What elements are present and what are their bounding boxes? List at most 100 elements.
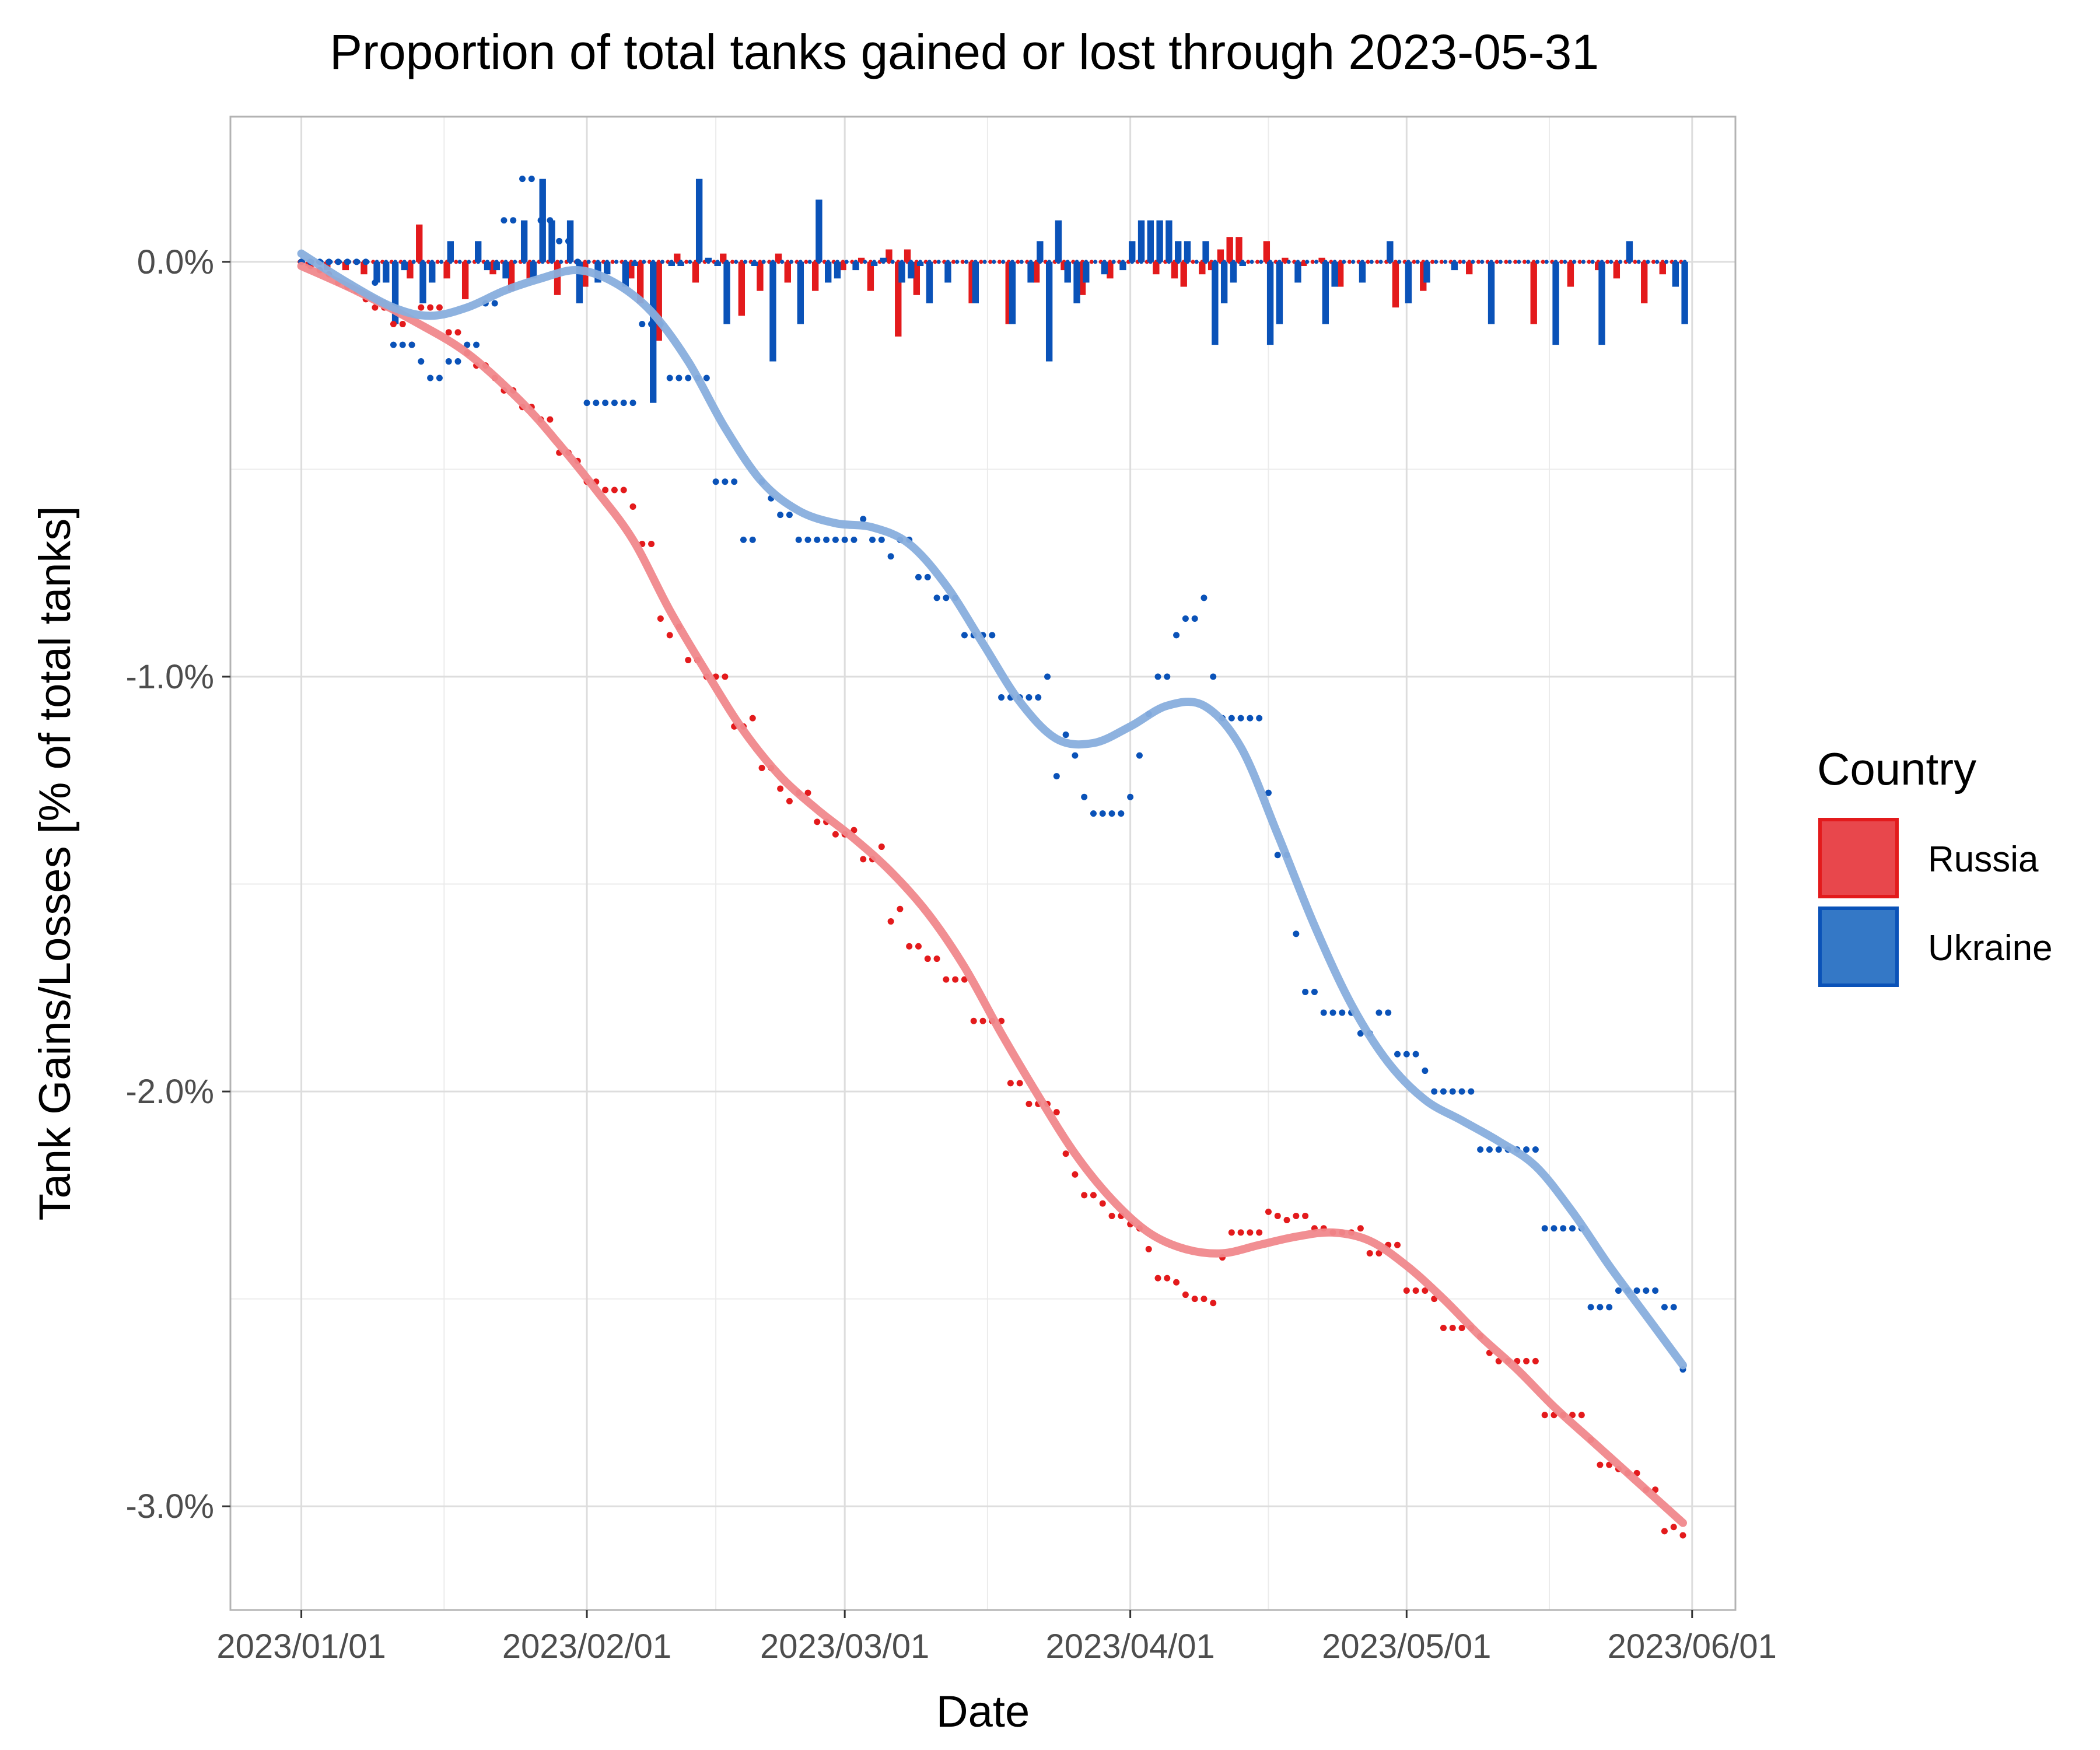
point-russia	[629, 503, 636, 510]
zero-point-ukraine	[1028, 260, 1033, 264]
zero-point-russia	[979, 260, 984, 264]
point-ukraine	[436, 374, 443, 382]
point-ukraine	[372, 279, 379, 286]
plot-panel	[229, 116, 1737, 1611]
point-russia	[970, 1017, 977, 1024]
point-russia	[1422, 1287, 1429, 1294]
x-tick-label: 2023/03/01	[760, 1628, 929, 1665]
x-axis-label: Date	[936, 1687, 1030, 1737]
zero-point-russia	[1504, 260, 1508, 264]
zero-point-ukraine	[632, 260, 637, 264]
zero-point-russia	[841, 260, 845, 264]
point-ukraine	[1090, 810, 1097, 817]
point-russia	[685, 657, 692, 664]
zero-point-russia	[1439, 260, 1444, 264]
bar-russia	[1199, 261, 1206, 275]
bar-russia	[554, 261, 561, 295]
point-ukraine	[1560, 1225, 1567, 1232]
zero-point-russia	[804, 260, 808, 264]
zero-point-russia	[1255, 260, 1260, 264]
point-ukraine	[528, 176, 535, 183]
bar-russia	[1595, 261, 1602, 271]
bar-ukraine	[1626, 241, 1633, 262]
bar-ukraine	[695, 178, 703, 262]
zero-point-russia	[933, 260, 937, 264]
smooth-line-russia	[297, 262, 1687, 1527]
point-ukraine	[1394, 1051, 1401, 1058]
point-ukraine	[620, 400, 627, 407]
zero-point-ukraine	[1461, 260, 1466, 264]
point-ukraine	[326, 258, 332, 265]
bar-russia	[1567, 261, 1574, 287]
zero-point-ukraine	[1332, 260, 1337, 264]
point-russia	[1376, 1250, 1382, 1256]
bar-ukraine	[1405, 261, 1412, 303]
bar-russia	[526, 261, 533, 279]
bar-ukraine	[1175, 241, 1182, 262]
zero-point-ukraine	[1664, 260, 1669, 264]
zero-point-ukraine	[1240, 260, 1245, 264]
bar-russia	[1420, 261, 1427, 291]
point-ukraine	[583, 400, 590, 407]
x-tick-label: 2023/01/01	[216, 1628, 386, 1665]
point-ukraine	[1274, 852, 1281, 859]
zero-point-ukraine	[467, 260, 471, 264]
point-russia	[1210, 1300, 1217, 1307]
bar-russia	[489, 261, 496, 275]
bar-russia	[775, 253, 782, 262]
bar-ukraine	[1598, 261, 1605, 345]
point-ukraine	[1200, 594, 1208, 601]
bar-ukraine	[419, 261, 426, 303]
bar-russia	[720, 253, 727, 262]
zero-point-ukraine	[1406, 260, 1410, 264]
zero-point-ukraine	[715, 260, 720, 264]
bar-ukraine	[1202, 241, 1209, 262]
point-ukraine	[1099, 810, 1106, 817]
legend-title: Country	[1817, 743, 1976, 794]
point-ukraine	[335, 258, 342, 265]
bar-russia	[1060, 261, 1068, 271]
point-ukraine	[611, 400, 618, 407]
zero-point-ukraine	[660, 260, 664, 264]
zero-point-russia	[887, 260, 891, 264]
point-russia	[979, 1017, 986, 1024]
point-ukraine	[602, 400, 609, 407]
point-ukraine	[1072, 752, 1079, 759]
zero-point-ukraine	[559, 260, 564, 264]
zero-point-ukraine	[927, 260, 932, 264]
zero-point-ukraine	[402, 260, 407, 264]
point-russia	[399, 321, 406, 328]
point-ukraine	[629, 400, 636, 407]
point-russia	[1661, 1528, 1668, 1535]
zero-point-ukraine	[1572, 260, 1577, 264]
point-ukraine	[1320, 1009, 1327, 1016]
zero-point-russia	[1522, 260, 1527, 264]
bar-ukraine	[429, 261, 436, 283]
zero-point-ukraine	[1600, 260, 1604, 264]
zero-point-ukraine	[503, 260, 508, 264]
bar-ukraine	[714, 261, 721, 266]
zero-point-ukraine	[596, 260, 600, 264]
point-russia	[1164, 1275, 1171, 1282]
zero-point-ukraine	[724, 260, 729, 264]
point-ukraine	[1302, 988, 1309, 995]
point-russia	[427, 304, 434, 311]
bar-russia	[407, 261, 414, 279]
point-ukraine	[1532, 1146, 1539, 1153]
point-ukraine	[860, 516, 867, 523]
zero-point-ukraine	[900, 260, 904, 264]
zero-point-russia	[1476, 260, 1481, 264]
zero-point-ukraine	[1360, 260, 1364, 264]
point-russia	[1293, 1212, 1300, 1219]
smooth-lines	[297, 249, 1687, 1527]
point-ukraine	[648, 321, 655, 328]
zero-point-ukraine	[688, 260, 692, 264]
point-russia	[1247, 1229, 1254, 1236]
bar-russia	[1336, 261, 1344, 287]
bar-russia	[1005, 261, 1012, 324]
bar-ukraine	[1147, 220, 1154, 262]
point-ukraine	[1523, 1146, 1530, 1153]
zero-point-ukraine	[1250, 260, 1254, 264]
point-russia	[924, 956, 931, 963]
zero-point-ukraine	[1609, 260, 1614, 264]
